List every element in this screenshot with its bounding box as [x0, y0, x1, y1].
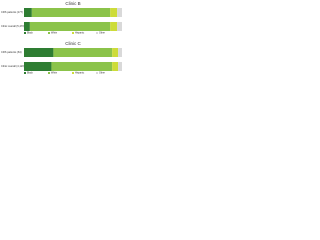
chart-title: Clinic C [65, 41, 81, 46]
legend-label: Hispanic [75, 72, 85, 75]
legend-swatch [96, 72, 98, 74]
bar-segment [24, 48, 54, 57]
bar-segment [24, 62, 52, 71]
legend-label: White [51, 72, 58, 75]
bar-segment [118, 62, 122, 71]
bar-segment [110, 22, 118, 31]
bar-segment [112, 62, 119, 71]
legend-label: Other [99, 72, 105, 75]
bar-segment [24, 8, 32, 17]
legend-label: Black [27, 32, 34, 35]
y-tick-label: CRS patients (64) [1, 50, 22, 54]
legend-label: Hispanic [75, 32, 85, 35]
legend-swatch [96, 32, 98, 34]
bar-segment [117, 22, 122, 31]
legend-label: Other [99, 32, 105, 35]
legend-swatch [72, 72, 74, 74]
legend-label: White [51, 32, 58, 35]
legend-swatch [24, 72, 26, 74]
bar-segment [24, 22, 30, 31]
bar-segment [117, 8, 122, 17]
chart-title: Clinic B [65, 1, 80, 6]
legend-label: Black [27, 72, 34, 75]
bar-segment [31, 8, 111, 17]
y-tick-label: CRS patients (177) [1, 10, 23, 14]
bar-segment [118, 48, 122, 57]
bar-segment [53, 48, 113, 57]
y-tick-label: Clinic overall (4,120) [1, 64, 25, 68]
bar-segment [51, 62, 113, 71]
bar-segment [110, 8, 118, 17]
bar-segment [112, 48, 119, 57]
legend-swatch [48, 32, 50, 34]
legend-swatch [24, 32, 26, 34]
chart: Clinic B CRS patients (177) Clinic overall… [1, 1, 122, 75]
legend-swatch [48, 72, 50, 74]
y-tick-label: Clinic overall (5,470) [1, 24, 25, 28]
bar-segment [29, 22, 111, 31]
legend-swatch [72, 32, 74, 34]
